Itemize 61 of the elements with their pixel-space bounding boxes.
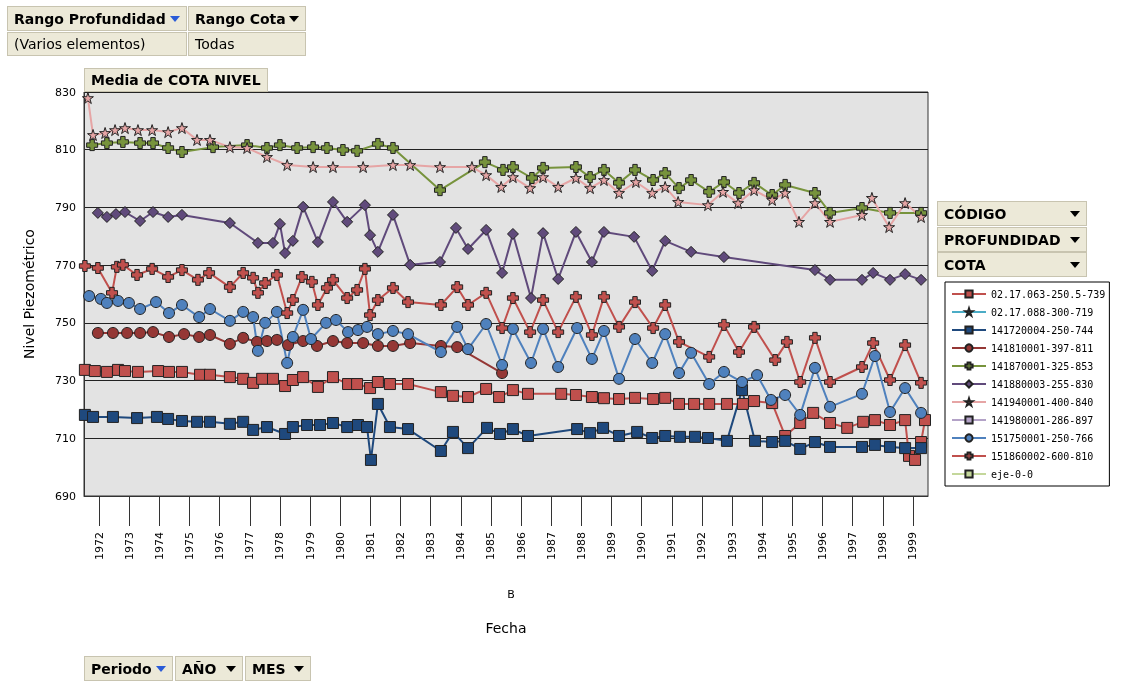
x-tick-label: 1985: [484, 532, 498, 560]
legend-label: 151860002-600-810: [991, 450, 1094, 462]
x-tick-label: 1979: [303, 532, 317, 560]
x-tick-label: 1973: [122, 532, 136, 560]
x-tick-label: 1976: [213, 532, 227, 560]
text: COTA: [944, 256, 986, 273]
legend-label: 151750001-250-766: [991, 432, 1094, 444]
y-axis-title: Nivel Piezométrico: [21, 229, 37, 359]
x-tick-label: 1982: [394, 532, 407, 560]
y-tick-label: 750: [55, 316, 76, 330]
legend-label: eje-0-0: [991, 468, 1034, 480]
text: Periodo: [91, 660, 152, 677]
x-tick-label: 1991: [665, 532, 679, 560]
legend-label: 02.17.063-250.5-739: [991, 288, 1106, 300]
text: MES: [252, 660, 286, 677]
text: AÑO: [182, 660, 217, 677]
x-tick-label: 1974: [152, 532, 166, 560]
x-tick-label: 1997: [846, 532, 860, 560]
x-tick-label: 1992: [695, 532, 709, 560]
legend-label: 02.17.088-300-719: [991, 306, 1094, 318]
y-tick-label: 690: [55, 489, 76, 503]
y-tick-label: 790: [55, 200, 76, 214]
x-tick-label: 1983: [424, 532, 438, 560]
x-tick-label: 1998: [876, 532, 890, 560]
x-tick-label: 1975: [183, 532, 196, 560]
y-tick-label: 770: [55, 258, 76, 272]
text: Rango Cota: [195, 10, 286, 27]
text: B: [506, 588, 516, 601]
chart-title: Media de COTA NIVEL: [84, 68, 268, 92]
x-tick-label: 1994: [755, 532, 769, 560]
x-tick-label: 1977: [243, 532, 257, 560]
x-tick-label: 1999: [906, 532, 920, 560]
x-tick-label: 1972: [92, 532, 106, 560]
x-tick-label: 1989: [605, 532, 618, 560]
x-tick-label: 1981: [363, 532, 377, 560]
x-tick-label: 1984: [454, 532, 468, 560]
y-tick-label: 730: [55, 374, 76, 388]
text: Todas: [195, 36, 235, 52]
x-tick-label: 1993: [725, 532, 739, 560]
x-tick-label: 1978: [273, 532, 287, 560]
y-tick-label: 810: [55, 143, 76, 157]
legend-label: 141810001-397-811: [991, 342, 1094, 354]
y-tick-label: 830: [55, 85, 76, 99]
legend-label: 141870001-325-853: [991, 360, 1094, 372]
text: Rango Profundidad: [14, 10, 166, 27]
x-tick-label: 1996: [816, 532, 829, 560]
y-tick-label: 710: [55, 431, 76, 445]
text: PROFUNDIDAD: [944, 231, 1061, 248]
legend-label: 141980001-286-897: [991, 414, 1094, 426]
legend-label: 141940001-400-840: [991, 396, 1094, 408]
x-tick-label: 1986: [514, 532, 528, 560]
legend-label: 141720004-250-744: [991, 324, 1094, 336]
text: CÓDIGO: [944, 205, 1007, 222]
x-axis-title: Fecha: [485, 620, 527, 636]
x-tick-label: 1988: [574, 532, 588, 560]
text: (Varios elementos): [14, 36, 146, 52]
x-tick-label: 1987: [544, 532, 558, 560]
x-tick-label: 1995: [785, 532, 799, 560]
legend-label: 141880003-255-830: [991, 378, 1094, 390]
x-tick-label: 1980: [333, 532, 347, 560]
x-tick-label: 1990: [635, 532, 649, 560]
